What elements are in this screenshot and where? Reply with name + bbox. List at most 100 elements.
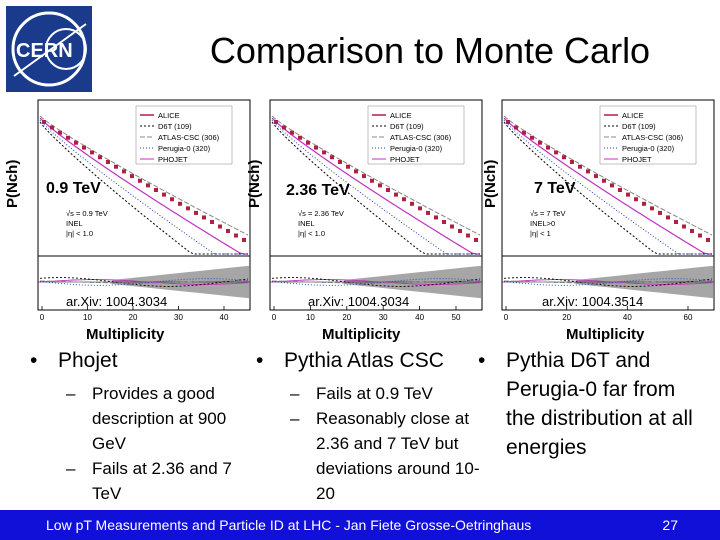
legend-entry: ALICE [622, 111, 644, 120]
alice-data-point [402, 197, 406, 202]
alice-data-point [226, 229, 230, 234]
legend-entry: ALICE [158, 111, 180, 120]
alice-data-point [642, 201, 646, 206]
alice-data-point [58, 130, 62, 135]
alice-data-point [170, 197, 174, 202]
alice-data-point [106, 159, 110, 164]
ratio-curve [271, 277, 481, 287]
alice-data-point [290, 130, 294, 135]
alice-data-point [434, 215, 438, 220]
footer-text: Low pT Measurements and Particle ID at L… [46, 517, 532, 533]
plot-panel-2.36tev: ALICE D6T (109) ATLAS-CSC (306) Perugia-0 (… [262, 96, 490, 328]
bullet-text: Pythia D6T and Perugia-0 far from the di… [506, 349, 693, 459]
alice-data-point [202, 215, 206, 220]
alice-data-point [274, 120, 278, 124]
alice-data-point [362, 174, 366, 179]
model-curve [503, 121, 712, 255]
alice-data-point [690, 229, 694, 234]
x-tick-label: 60 [684, 313, 693, 322]
multiplicity-label-1: Multiplicity [86, 326, 165, 343]
ratio-curve [39, 279, 249, 285]
energy-label-1: 0.9 TeV [46, 180, 101, 197]
alice-data-point [610, 183, 614, 188]
model-curve [271, 117, 480, 255]
legend-entry: ATLAS-CSC (306) [390, 133, 452, 142]
alice-data-point [82, 145, 86, 150]
cut-label: |η| < 1 [530, 229, 551, 238]
bullet-text: Phojet [58, 349, 118, 372]
x-tick-label: 10 [306, 313, 315, 322]
alice-data-point [42, 120, 46, 124]
alice-data-point [602, 178, 606, 183]
legend-entry: ALICE [390, 111, 412, 120]
x-tick-label: 0 [504, 313, 509, 322]
cut-label: √s = 2.36 TeV [298, 209, 344, 218]
legend-entry: ATLAS-CSC (306) [158, 133, 220, 142]
alice-data-point [674, 219, 678, 224]
alice-data-point [194, 210, 198, 215]
model-curve [271, 115, 481, 236]
alice-data-point [162, 192, 166, 197]
model-curve [503, 115, 713, 236]
plot-panel-7tev: ALICE D6T (109) ATLAS-CSC (306) Perugia-0 (… [494, 96, 720, 328]
alice-data-point [234, 233, 238, 238]
legend-entry: D6T (109) [622, 122, 656, 131]
bullet-atlas-csc: • Pythia Atlas CSC [256, 346, 481, 375]
alice-data-point [658, 210, 662, 215]
alice-data-point [242, 238, 246, 242]
sub-item: – Provides a good description at 900 GeV [66, 384, 227, 453]
ylabel-panel-2: P(Nch) [246, 159, 263, 208]
alice-data-point [426, 210, 430, 215]
alice-data-point [546, 145, 550, 150]
alice-data-point [322, 150, 326, 155]
alice-data-point [506, 120, 510, 124]
model-curve [503, 117, 712, 255]
alice-data-point [450, 224, 454, 229]
slide-footer: Low pT Measurements and Particle ID at L… [0, 510, 720, 540]
x-tick-label: 20 [129, 313, 138, 322]
alice-data-point [538, 140, 542, 145]
alice-data-point [98, 155, 102, 160]
ylabel-panel-1: P(Nch) [4, 159, 21, 208]
energy-label-2: 2.36 TeV [286, 182, 350, 199]
arxiv-ref-1: ar.Xiv: 1004.3034 [66, 294, 168, 309]
alice-data-point [554, 150, 558, 155]
x-tick-label: 50 [452, 313, 461, 322]
x-tick-label: 0 [272, 313, 277, 322]
bullet-column-1: • Phojet – Provides a good description at … [30, 346, 255, 506]
alice-data-point [50, 125, 54, 130]
cern-logo-text: CERN [16, 40, 73, 62]
alice-data-point [394, 192, 398, 197]
alice-data-point [90, 150, 94, 155]
energy-label-3: 7 TeV [534, 180, 576, 197]
alice-data-point [306, 140, 310, 145]
alice-data-point [370, 178, 374, 183]
plot-svg: ALICE D6T (109) ATLAS-CSC (306) Perugia-0 (… [269, 99, 483, 322]
plot-svg: ALICE D6T (109) ATLAS-CSC (306) Perugia-0 (… [501, 99, 715, 322]
alice-data-point [410, 201, 414, 206]
cut-label: INEL [298, 219, 315, 228]
sub-list: – Provides a good description at 900 GeV … [30, 381, 255, 506]
cut-label: √s = 7 TeV [530, 209, 565, 218]
alice-data-point [218, 224, 222, 229]
bullet-text: Pythia Atlas CSC [284, 349, 444, 372]
legend-entry: D6T (109) [390, 122, 424, 131]
alice-data-point [282, 125, 286, 130]
alice-data-point [666, 215, 670, 220]
alice-data-point [626, 192, 630, 197]
x-tick-label: 30 [379, 313, 388, 322]
plot-svg: ALICE D6T (109) ATLAS-CSC (306) Perugia-0 (… [37, 99, 251, 322]
alice-data-point [298, 135, 302, 140]
alice-data-point [386, 188, 390, 193]
ratio-curve [503, 277, 713, 287]
legend-entry: Perugia-0 (320) [622, 144, 675, 153]
alice-data-point [634, 197, 638, 202]
x-tick-label: 20 [562, 313, 571, 322]
ratio-curve [503, 279, 713, 285]
cut-label: INEL [66, 219, 83, 228]
multiplicity-label-3: Multiplicity [566, 326, 645, 343]
alice-data-point [562, 155, 566, 160]
model-curve [39, 117, 248, 255]
alice-data-point [178, 201, 182, 206]
alice-data-point [706, 238, 710, 242]
